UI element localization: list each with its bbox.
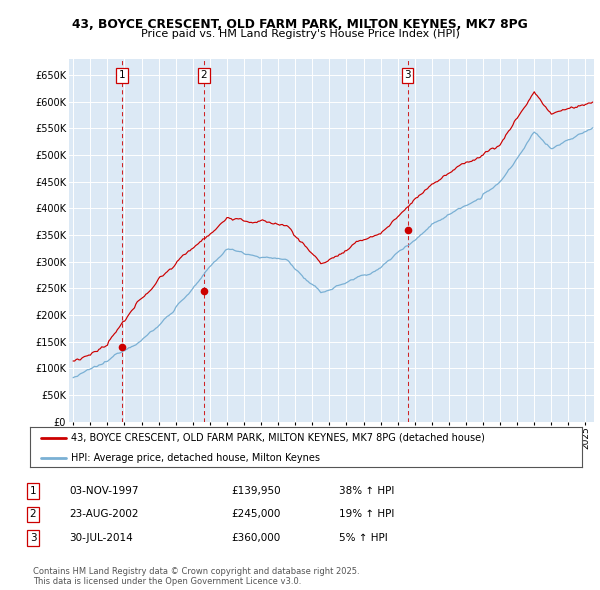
Text: Price paid vs. HM Land Registry's House Price Index (HPI): Price paid vs. HM Land Registry's House … [140, 29, 460, 39]
Text: HPI: Average price, detached house, Milton Keynes: HPI: Average price, detached house, Milt… [71, 454, 320, 464]
Text: 19% ↑ HPI: 19% ↑ HPI [339, 510, 394, 519]
Text: 2: 2 [200, 70, 207, 80]
Text: 38% ↑ HPI: 38% ↑ HPI [339, 486, 394, 496]
Text: 1: 1 [118, 70, 125, 80]
Text: Contains HM Land Registry data © Crown copyright and database right 2025.
This d: Contains HM Land Registry data © Crown c… [33, 567, 359, 586]
Text: 43, BOYCE CRESCENT, OLD FARM PARK, MILTON KEYNES, MK7 8PG (detached house): 43, BOYCE CRESCENT, OLD FARM PARK, MILTO… [71, 433, 485, 443]
Text: 30-JUL-2014: 30-JUL-2014 [69, 533, 133, 543]
Text: 43, BOYCE CRESCENT, OLD FARM PARK, MILTON KEYNES, MK7 8PG: 43, BOYCE CRESCENT, OLD FARM PARK, MILTO… [72, 18, 528, 31]
Text: 5% ↑ HPI: 5% ↑ HPI [339, 533, 388, 543]
Text: 03-NOV-1997: 03-NOV-1997 [69, 486, 139, 496]
Text: 3: 3 [404, 70, 411, 80]
Text: £360,000: £360,000 [231, 533, 280, 543]
Text: £245,000: £245,000 [231, 510, 280, 519]
Text: 23-AUG-2002: 23-AUG-2002 [69, 510, 139, 519]
Text: 2: 2 [29, 510, 37, 519]
Text: 1: 1 [29, 486, 37, 496]
Text: £139,950: £139,950 [231, 486, 281, 496]
Text: 3: 3 [29, 533, 37, 543]
